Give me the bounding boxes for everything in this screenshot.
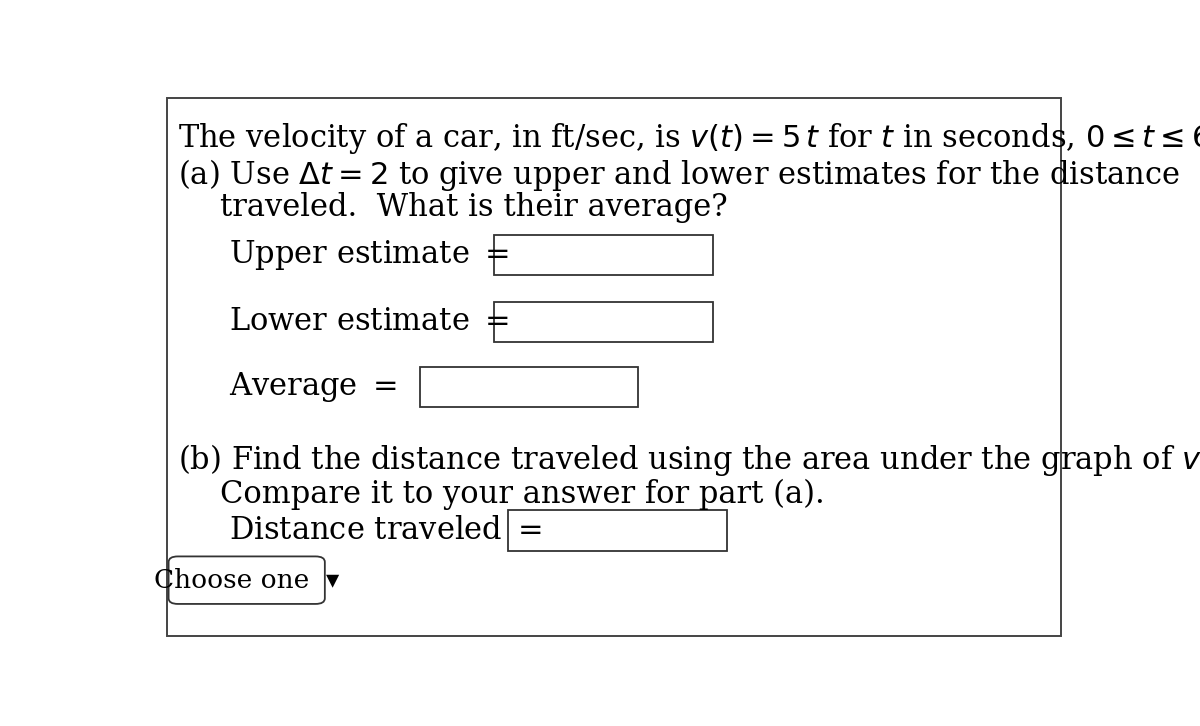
FancyBboxPatch shape (167, 98, 1062, 636)
Text: Distance traveled $=$: Distance traveled $=$ (229, 515, 541, 546)
FancyBboxPatch shape (420, 367, 638, 407)
Text: Upper estimate $=$: Upper estimate $=$ (229, 238, 509, 272)
FancyBboxPatch shape (168, 556, 325, 604)
Text: Compare it to your answer for part (a).: Compare it to your answer for part (a). (220, 478, 824, 510)
Text: Lower estimate $=$: Lower estimate $=$ (229, 306, 509, 338)
Text: traveled.  What is their average?: traveled. What is their average? (220, 192, 727, 223)
Text: Average $=$: Average $=$ (229, 370, 397, 404)
FancyBboxPatch shape (494, 234, 713, 275)
FancyBboxPatch shape (508, 510, 727, 550)
Text: The velocity of a car, in ft/sec, is $v(t) = 5\,t$ for $t$ in seconds, $0 \leq t: The velocity of a car, in ft/sec, is $v(… (178, 121, 1200, 155)
Text: (a) Use $\Delta t = 2$ to give upper and lower estimates for the distance: (a) Use $\Delta t = 2$ to give upper and… (178, 157, 1180, 193)
FancyBboxPatch shape (494, 302, 713, 342)
Text: (b) Find the distance traveled using the area under the graph of $v(t)$.: (b) Find the distance traveled using the… (178, 442, 1200, 478)
Text: Choose one  ▾: Choose one ▾ (154, 568, 340, 592)
